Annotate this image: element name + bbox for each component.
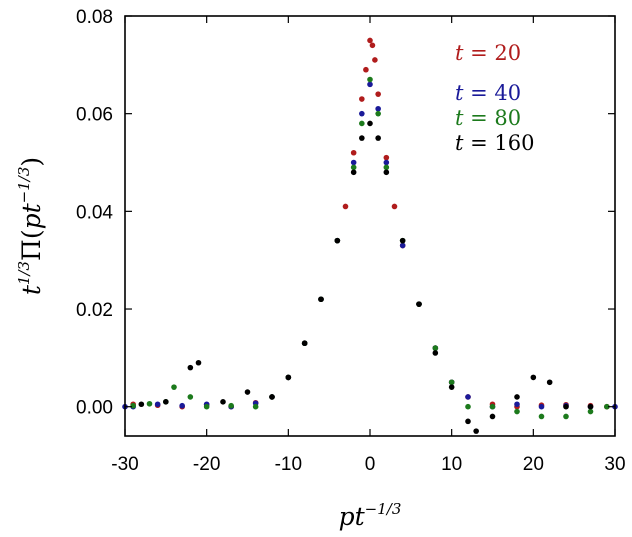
data-point: [130, 402, 136, 409]
data-point: [228, 402, 234, 409]
y-tick-label: 0.08: [76, 7, 113, 28]
legend-entry-t40: t = 40: [455, 81, 521, 105]
x-tick-label: -20: [193, 454, 220, 475]
data-point: [342, 203, 349, 210]
data-point: [350, 149, 357, 156]
data-point: [448, 379, 455, 386]
data-point: [372, 57, 378, 63]
data-point: [363, 66, 369, 73]
series-t40: [122, 81, 618, 410]
x-tick-label: -30: [111, 454, 138, 475]
x-tick-label: 20: [523, 454, 544, 475]
data-point: [252, 403, 259, 410]
data-point: [473, 428, 479, 434]
data-point: [538, 413, 545, 420]
y-tick-label: 0.00: [76, 398, 113, 419]
data-point: [203, 403, 210, 410]
data-point: [359, 96, 365, 102]
data-point: [350, 164, 357, 171]
data-point: [383, 154, 390, 161]
data-point: [563, 413, 569, 420]
data-point: [187, 394, 194, 400]
data-point: [350, 169, 357, 176]
data-point: [269, 394, 275, 400]
data-point: [375, 105, 381, 112]
data-point: [514, 394, 520, 400]
data-point: [301, 340, 308, 347]
data-point: [432, 345, 439, 351]
data-point: [489, 413, 496, 420]
data-point: [538, 403, 545, 410]
data-point: [587, 408, 594, 415]
data-point: [220, 399, 226, 405]
x-tick-label: 30: [604, 454, 625, 475]
data-point: [187, 364, 194, 371]
legend-entry-t80: t = 80: [455, 106, 521, 130]
series-t20: [130, 37, 610, 410]
data-point: [179, 402, 185, 409]
data-point: [432, 350, 439, 356]
data-point: [367, 120, 373, 127]
data-point: [195, 359, 202, 366]
data-point: [514, 401, 520, 408]
legend-entry-t20: t = 20: [455, 41, 521, 65]
data-point: [399, 242, 406, 249]
data-point: [154, 401, 161, 408]
data-point: [367, 37, 373, 44]
data-point: [448, 384, 455, 390]
data-point: [604, 403, 610, 410]
x-tick-label: 0: [365, 454, 376, 475]
data-point: [350, 159, 357, 166]
x-axis-title: pt−1/3: [339, 500, 402, 531]
data-point: [563, 403, 569, 410]
data-point: [546, 379, 553, 386]
data-point: [514, 408, 520, 415]
data-point: [163, 399, 169, 405]
data-point: [171, 384, 177, 390]
y-axis-title: t1/3Π(pt−1/3): [15, 157, 46, 295]
data-point: [369, 42, 376, 49]
data-point: [399, 237, 406, 244]
data-point: [367, 81, 373, 88]
data-point: [587, 403, 594, 410]
data-point: [489, 403, 496, 410]
ticks-layer: -30 -20 -10 0 10 20 30 0.00 0.02 0.04 0.06 0.08: [76, 7, 626, 475]
data-point: [375, 135, 381, 141]
series-t160: [138, 120, 594, 434]
x-tick-label: 10: [441, 454, 462, 475]
data-point: [318, 296, 324, 303]
y-tick-label: 0.06: [76, 105, 113, 126]
data-point: [383, 164, 390, 171]
data-point: [530, 374, 537, 381]
data-point: [391, 203, 398, 210]
data-point: [359, 110, 365, 117]
data-point: [465, 418, 471, 425]
data-point: [334, 237, 341, 244]
data-point: [146, 400, 153, 407]
series-t80: [130, 76, 610, 420]
legend: t = 20 t = 40 t = 80 t = 160: [455, 41, 535, 155]
data-point: [138, 401, 145, 408]
data-point: [375, 110, 381, 117]
data-point: [383, 159, 390, 166]
data-point: [244, 389, 251, 395]
data-point: [465, 394, 471, 400]
x-tick-label: -10: [275, 454, 302, 475]
data-point: [416, 301, 422, 307]
data-point: [383, 169, 390, 176]
points-layer: [122, 37, 618, 434]
data-point: [359, 135, 365, 141]
data-point: [375, 91, 381, 97]
y-tick-label: 0.04: [76, 202, 113, 223]
data-point: [285, 374, 292, 381]
data-point: [359, 120, 365, 127]
data-point: [465, 403, 471, 410]
y-tick-label: 0.02: [76, 300, 113, 321]
data-point: [367, 76, 373, 83]
legend-entry-t160: t = 160: [455, 131, 535, 155]
